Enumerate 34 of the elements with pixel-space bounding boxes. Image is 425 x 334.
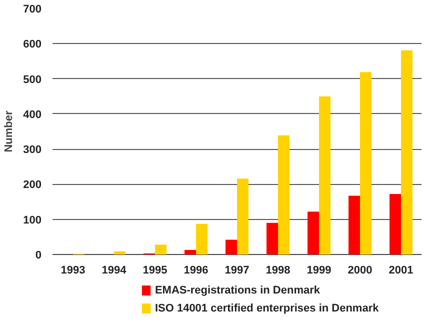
bar: [226, 240, 237, 254]
x-tick-label: 1996: [184, 264, 208, 276]
y-tick-label: 400: [23, 108, 42, 121]
bar: [401, 50, 412, 254]
bar: [196, 224, 208, 254]
bar: [308, 212, 319, 254]
x-tick-label: 2000: [348, 264, 372, 276]
y-tick-label: 700: [23, 4, 42, 16]
bar: [390, 194, 401, 254]
bar: [114, 251, 126, 254]
y-tick-label: 500: [23, 74, 42, 86]
y-tick-label: 200: [23, 179, 42, 192]
bar: [184, 250, 196, 254]
legend-label: EMAS-registrations in Denmark: [154, 284, 321, 296]
bar: [266, 222, 278, 254]
x-tick-label: 1995: [142, 264, 168, 276]
bar: [237, 178, 248, 254]
y-tick-label: 0: [35, 250, 42, 262]
x-tick-label: 1993: [60, 264, 86, 276]
y-axis-title: Number: [3, 110, 16, 152]
x-tick-label: 1998: [266, 264, 290, 276]
bar: [348, 196, 360, 254]
y-tick-label: 100: [23, 214, 42, 226]
x-tick-label: 1994: [102, 264, 128, 276]
x-tick-label: 1997: [224, 264, 250, 276]
legend-label: ISO 14001 certified enterprises in Denmark: [154, 302, 380, 314]
bar: [360, 72, 372, 254]
y-tick-label: 300: [23, 144, 42, 156]
bar: [319, 96, 330, 254]
x-tick-label: 2001: [388, 264, 414, 276]
bar: [155, 244, 166, 254]
x-tick-label: 1999: [306, 264, 332, 276]
bar: [278, 135, 290, 254]
y-tick-label: 600: [23, 38, 42, 51]
